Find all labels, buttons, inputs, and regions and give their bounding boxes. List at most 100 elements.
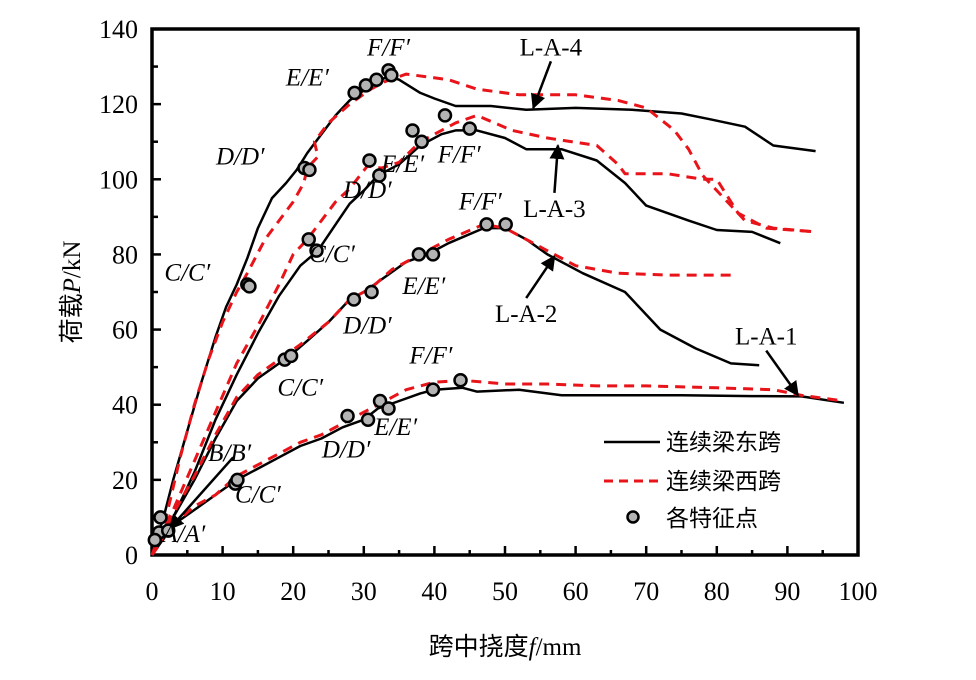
y-axis-label-text: 荷载 bbox=[57, 293, 86, 343]
y-axis-label-var: P bbox=[59, 278, 86, 294]
x-tick-label: 90 bbox=[774, 577, 800, 606]
series-line-l-a-2-west bbox=[150, 222, 731, 556]
feature-point-marker bbox=[340, 408, 355, 424]
y-tick-label: 120 bbox=[99, 90, 138, 119]
y-tick-label: 100 bbox=[99, 165, 138, 194]
legend: 连续梁东跨 连续梁西跨 各特征点 bbox=[604, 430, 781, 532]
pointer-arrow-l-a-2 bbox=[525, 255, 556, 299]
series-line-l-a-1-west bbox=[150, 378, 845, 556]
series-label-l-a-3: L-A-3 bbox=[523, 196, 585, 223]
feature-annotation: B/B′ bbox=[208, 440, 251, 467]
feature-annotation: F/F′ bbox=[366, 34, 410, 61]
feature-point-marker bbox=[147, 532, 163, 548]
x-tick-label: 80 bbox=[704, 577, 730, 606]
pointer-arrow-l-a-4 bbox=[531, 60, 553, 110]
feature-point-layer bbox=[147, 63, 513, 548]
feature-annotation: C/C′ bbox=[164, 260, 210, 287]
feature-point-marker bbox=[384, 67, 399, 83]
y-axis-label: 荷载P/kN bbox=[57, 241, 86, 344]
feature-point-marker bbox=[479, 217, 494, 232]
feature-point-marker bbox=[230, 472, 245, 488]
feature-point-marker bbox=[411, 247, 427, 262]
legend-marker-swatch bbox=[626, 510, 640, 524]
feature-annotation: D/D′ bbox=[342, 312, 392, 339]
legend-label-feature: 各特征点 bbox=[666, 506, 758, 532]
x-ticks: 0 10 20 30 40 50 60 70 80 90 100 bbox=[146, 546, 878, 606]
feature-point-marker bbox=[381, 401, 396, 416]
feature-point-marker bbox=[414, 134, 429, 149]
y-tick-label: 80 bbox=[112, 240, 138, 269]
feature-point-marker bbox=[425, 247, 441, 262]
feature-point-marker bbox=[425, 382, 441, 397]
x-axis-label: 跨中挠度f/mm bbox=[429, 632, 582, 661]
feature-point-marker bbox=[309, 243, 324, 258]
series-layer bbox=[150, 72, 845, 556]
feature-point-marker bbox=[346, 292, 362, 307]
feature-annotation: D/D′ bbox=[321, 436, 371, 463]
feature-point-marker bbox=[301, 232, 316, 247]
feature-point-marker bbox=[360, 412, 376, 427]
feature-point-marker bbox=[283, 348, 299, 364]
x-tick-label: 0 bbox=[146, 577, 159, 606]
x-tick-label: 60 bbox=[563, 577, 589, 606]
x-tick-label: 50 bbox=[492, 577, 518, 606]
series-label-l-a-4: L-A-4 bbox=[520, 34, 583, 61]
pointer-arrow-l-a-1 bbox=[765, 349, 800, 397]
arrow-layer bbox=[168, 60, 800, 530]
feature-annotation: F/F′ bbox=[458, 188, 502, 215]
feature-annotation: C/C′ bbox=[235, 481, 281, 508]
feature-point-marker bbox=[437, 108, 453, 123]
feature-point-marker bbox=[462, 121, 477, 136]
annotation-layer: L-A-4L-A-3L-A-2L-A-1A/A′B/B′C/C′D/D′E/E′… bbox=[160, 34, 797, 548]
feature-annotation: C/C′ bbox=[277, 374, 323, 401]
feature-point-marker bbox=[302, 162, 317, 178]
legend-label-east: 连续梁东跨 bbox=[666, 430, 781, 456]
x-axis-label-unit: /mm bbox=[536, 634, 582, 661]
feature-point-marker bbox=[242, 279, 257, 294]
feature-annotation: E/E′ bbox=[285, 64, 329, 91]
y-tick-label: 40 bbox=[112, 391, 138, 420]
y-tick-label: 60 bbox=[112, 316, 138, 345]
feature-annotation: E/E′ bbox=[380, 151, 424, 178]
series-label-l-a-2: L-A-2 bbox=[495, 301, 557, 328]
feature-annotation: F/F′ bbox=[408, 342, 452, 369]
feature-point-marker bbox=[362, 153, 377, 168]
x-tick-label: 100 bbox=[839, 577, 878, 606]
legend-label-west: 连续梁西跨 bbox=[666, 469, 781, 495]
series-line-l-a-2-east bbox=[150, 226, 760, 556]
series-line-l-a-3-east bbox=[150, 129, 781, 556]
x-axis-label-var: f bbox=[529, 634, 539, 661]
y-tick-label: 0 bbox=[125, 541, 138, 570]
x-tick-label: 70 bbox=[633, 577, 659, 606]
feature-point-marker bbox=[358, 78, 374, 93]
feature-point-marker bbox=[498, 217, 513, 232]
feature-annotation: F/F′ bbox=[437, 141, 481, 168]
pointer-arrow bbox=[168, 456, 235, 530]
feature-point-marker bbox=[405, 123, 420, 138]
feature-annotation: D/D′ bbox=[342, 177, 392, 204]
feature-point-marker bbox=[160, 523, 176, 538]
x-tick-label: 30 bbox=[351, 577, 377, 606]
feature-point-marker bbox=[364, 284, 379, 300]
feature-point-marker bbox=[453, 373, 468, 388]
y-tick-label: 140 bbox=[99, 15, 138, 44]
feature-annotation: A/A′ bbox=[160, 521, 205, 548]
feature-annotation: E/E′ bbox=[401, 273, 445, 300]
series-line-l-a-4-west bbox=[150, 72, 816, 556]
series-label-l-a-1: L-A-1 bbox=[735, 324, 797, 351]
feature-point-marker bbox=[153, 510, 168, 525]
x-axis-label-text: 跨中挠度 bbox=[429, 632, 529, 661]
x-tick-label: 10 bbox=[210, 577, 236, 606]
feature-point-marker bbox=[369, 72, 384, 87]
x-tick-label: 40 bbox=[421, 577, 447, 606]
feature-point-marker bbox=[347, 85, 362, 101]
feature-annotation: E/E′ bbox=[373, 414, 417, 441]
axes: 0 10 20 30 40 50 60 70 80 90 100 0 20 40 60 80 100 120 14… bbox=[99, 15, 878, 606]
x-tick-label: 20 bbox=[280, 577, 306, 606]
feature-point-marker bbox=[372, 168, 387, 183]
feature-annotation: D/D′ bbox=[215, 143, 265, 170]
pointer-arrow-l-a-3 bbox=[549, 143, 565, 193]
y-axis-label-unit: /kN bbox=[59, 241, 86, 279]
series-line-l-a-3-west bbox=[150, 113, 816, 556]
